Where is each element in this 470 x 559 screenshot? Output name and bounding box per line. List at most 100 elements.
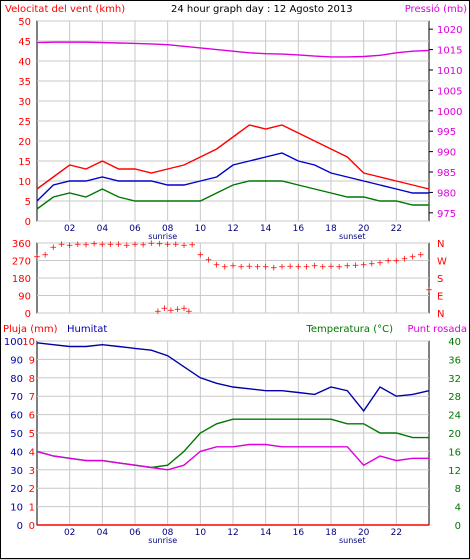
pressure-tick-label: 1015 xyxy=(437,46,462,57)
temperature-axis-title: Temperatura (°C) xyxy=(305,324,393,335)
humidity-tick-label: 30 xyxy=(10,466,23,477)
x-tick-label: 12 xyxy=(227,528,238,538)
direction-point: + xyxy=(393,257,401,267)
pressure-tick-label: 990 xyxy=(437,148,456,159)
x-tick-label: 18 xyxy=(325,224,337,234)
direction-point: + xyxy=(41,251,49,261)
direction-point: + xyxy=(213,260,221,270)
direction-point: + xyxy=(50,243,58,253)
direction-point: + xyxy=(295,263,303,273)
x-tick-label: 18 xyxy=(325,528,337,538)
rain-tick-label: 9 xyxy=(29,355,35,366)
temperature-tick-label: 20 xyxy=(448,429,461,440)
wind-series-gust xyxy=(36,124,430,190)
direction-point: + xyxy=(167,306,175,316)
x-tick-label: 06 xyxy=(129,224,141,234)
humidity-tick-label: 70 xyxy=(10,392,23,403)
direction-tick-label: 180 xyxy=(12,274,31,285)
direction-point: + xyxy=(33,253,41,263)
humidity-tick-label: 80 xyxy=(10,374,23,385)
wind-tick-label: 15 xyxy=(18,157,31,168)
temperature-tick-label: 12 xyxy=(448,466,461,477)
humidity-tick-label: 90 xyxy=(10,355,23,366)
temperature-tick-label: 4 xyxy=(455,503,461,514)
direction-point: + xyxy=(278,262,286,272)
series-dewpoint xyxy=(36,443,429,471)
sunrise-marker: sunrise xyxy=(148,232,177,241)
direction-point: + xyxy=(197,251,205,261)
temperature-tick-label: 40 xyxy=(448,337,461,348)
wind-tick-label: 25 xyxy=(18,117,31,128)
rain-axis-title: Pluja (mm) xyxy=(3,324,58,335)
x-tick-label: 14 xyxy=(260,224,272,234)
rain-tick-label: 5 xyxy=(29,429,35,440)
direction-point: + xyxy=(262,262,270,272)
direction-tick-label: 360 xyxy=(12,239,31,250)
direction-point: + xyxy=(344,261,352,271)
pressure-tick-label: 1005 xyxy=(437,86,462,97)
rain-tick-label: 8 xyxy=(29,374,35,385)
x-tick-label: 16 xyxy=(293,224,305,234)
rain-tick-label: 1 xyxy=(29,503,35,514)
x-tick-label: 12 xyxy=(227,224,238,234)
wind-tick-label: 45 xyxy=(18,37,31,48)
rain-tick-label: 6 xyxy=(29,411,35,422)
direction-point: + xyxy=(303,262,311,272)
humidity-tick-label: 60 xyxy=(10,411,23,422)
x-tick-label: 04 xyxy=(97,224,109,234)
direction-point: + xyxy=(180,241,188,251)
compass-tick-label: W xyxy=(437,257,447,268)
pressure-tick-label: 995 xyxy=(437,127,456,138)
wind-series-low xyxy=(36,180,429,210)
rain-tick-label: 4 xyxy=(29,447,35,458)
direction-point: + xyxy=(254,263,262,273)
direction-point: + xyxy=(156,239,164,249)
wind-series-pressure xyxy=(36,41,430,58)
direction-point: + xyxy=(154,307,162,317)
direction-point: + xyxy=(131,240,139,250)
direction-point: + xyxy=(90,239,98,249)
direction-point: + xyxy=(425,286,433,296)
compass-tick-label: N xyxy=(437,239,444,250)
direction-point: + xyxy=(205,256,213,266)
wind-tick-label: 5 xyxy=(25,197,31,208)
rain-tick-label: 2 xyxy=(29,484,35,495)
x-tick-label: 20 xyxy=(358,224,370,234)
direction-point: + xyxy=(352,261,360,271)
wind-axis-title: Velocitat del vent (kmh) xyxy=(5,4,125,15)
compass-tick-label: E xyxy=(437,292,443,303)
x-tick-label: 20 xyxy=(358,528,370,538)
direction-point: + xyxy=(409,253,417,263)
direction-point: + xyxy=(319,262,327,272)
wind-series-average xyxy=(36,152,429,202)
direction-point: + xyxy=(229,261,237,271)
direction-point: + xyxy=(286,262,294,272)
humidity-tick-label: 0 xyxy=(17,521,23,532)
temperature-tick-label: 0 xyxy=(455,521,461,532)
chart-title: 24 hour graph day : 12 Agosto 2013 xyxy=(171,4,353,15)
direction-point: + xyxy=(107,240,115,250)
direction-point: + xyxy=(123,241,131,251)
rain-tick-label: 7 xyxy=(29,392,35,403)
humidity-tick-label: 100 xyxy=(4,337,23,348)
direction-tick-label: 0 xyxy=(25,309,31,320)
pressure-tick-label: 985 xyxy=(437,168,456,179)
x-tick-label: 14 xyxy=(260,528,272,538)
temperature-tick-label: 36 xyxy=(448,355,461,366)
x-tick-label: 10 xyxy=(195,224,207,234)
pressure-tick-label: 1010 xyxy=(437,66,462,77)
direction-point: + xyxy=(115,240,123,250)
direction-point: + xyxy=(148,239,156,249)
x-tick-label: 08 xyxy=(162,528,174,538)
direction-point: + xyxy=(360,260,368,270)
direction-point: + xyxy=(401,255,409,265)
x-tick-label: 06 xyxy=(129,528,141,538)
direction-point: + xyxy=(376,258,384,268)
direction-point: + xyxy=(188,241,196,251)
temperature-tick-label: 28 xyxy=(448,392,461,403)
x-tick-label: 22 xyxy=(391,528,402,538)
direction-point: + xyxy=(139,241,147,251)
pressure-tick-label: 1020 xyxy=(437,25,462,36)
